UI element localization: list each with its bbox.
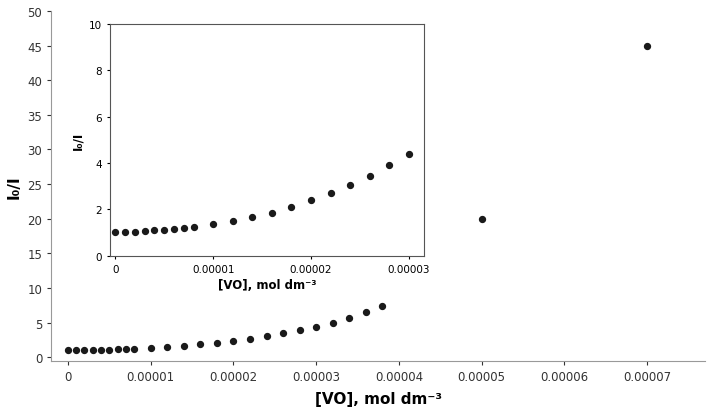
Point (112, 346, 123, 353)
Point (345, 182, 356, 189)
Point (70, 347, 82, 354)
Point (128, 345, 140, 352)
Point (261, 333, 272, 339)
Point (139, 228, 150, 235)
Point (194, 341, 206, 348)
X-axis label: [VO], mol dm⁻³: [VO], mol dm⁻³ (315, 391, 441, 406)
Point (360, 309, 372, 316)
Point (62, 347, 73, 354)
Point (327, 320, 338, 326)
Point (120, 346, 132, 352)
Point (442, 123, 454, 130)
Point (95, 347, 107, 353)
Point (423, 137, 434, 144)
Point (377, 303, 388, 310)
Point (228, 337, 239, 344)
Point (266, 210, 278, 216)
Point (159, 227, 170, 234)
Point (244, 335, 256, 342)
Point (207, 221, 219, 228)
Point (178, 343, 189, 349)
Point (104, 347, 115, 353)
Point (178, 225, 189, 232)
Point (129, 230, 140, 236)
Point (305, 197, 317, 204)
Point (364, 173, 375, 180)
Point (145, 345, 157, 351)
Point (168, 226, 179, 233)
Point (110, 230, 121, 236)
Point (476, 216, 487, 223)
Point (294, 327, 305, 334)
Point (79, 347, 90, 354)
Point (403, 151, 414, 158)
Point (227, 218, 239, 225)
Point (87, 347, 98, 354)
Point (344, 316, 355, 322)
Point (162, 344, 173, 350)
Point (246, 215, 258, 221)
Point (188, 224, 199, 230)
Point (211, 339, 223, 346)
Point (310, 324, 322, 330)
Point (286, 204, 297, 211)
Y-axis label: I₀/I: I₀/I (7, 175, 22, 198)
X-axis label: [VO], mol dm⁻³: [VO], mol dm⁻³ (218, 278, 316, 292)
Point (120, 230, 131, 236)
Point (325, 190, 336, 197)
Point (462, 102, 473, 109)
Y-axis label: I₀/I: I₀/I (72, 131, 85, 150)
Point (642, 43, 653, 50)
Point (278, 330, 289, 337)
Point (149, 227, 160, 234)
Point (384, 163, 395, 169)
Point (481, 82, 493, 88)
